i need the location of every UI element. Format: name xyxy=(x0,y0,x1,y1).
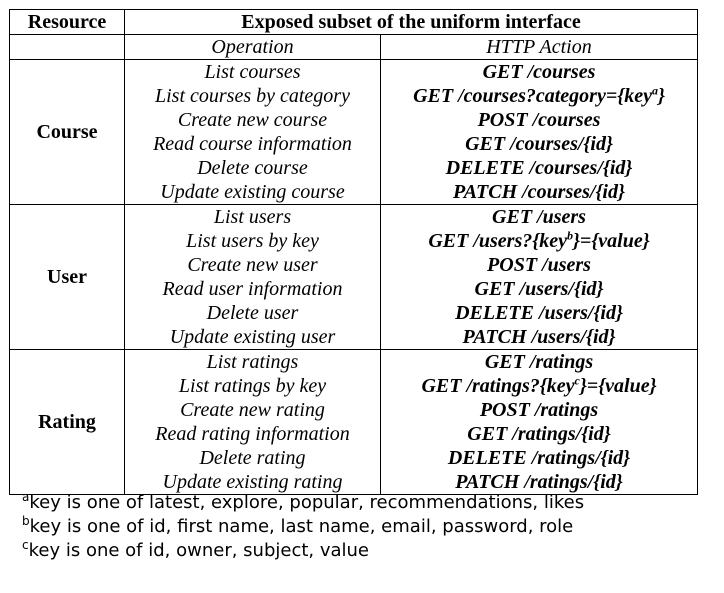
footnote-ref-a: a xyxy=(651,84,658,98)
http-action-cell: PATCH /courses/{id} xyxy=(380,180,698,205)
table-subheader-row: Operation HTTP Action xyxy=(9,34,698,60)
table-row: List courses by category GET /courses?ca… xyxy=(10,84,698,108)
operation-cell: Delete rating xyxy=(124,446,381,470)
http-action-cell: POST /users xyxy=(380,253,698,277)
table-row: List users by key GET /users?{keyb}={val… xyxy=(10,229,698,253)
operation-cell: Update existing user xyxy=(124,325,381,350)
http-action-cell: GET /courses xyxy=(380,59,698,84)
http-action-cell: GET /ratings?{keyc}={value} xyxy=(380,374,698,398)
table-row: List ratings by key GET /ratings?{keyc}=… xyxy=(10,374,698,398)
table-row: Rating List ratings GET /ratings xyxy=(9,349,698,495)
action-text: } xyxy=(657,85,665,107)
operation-cell: Read course information xyxy=(124,132,381,156)
table-row: Update existing user PATCH /users/{id} xyxy=(10,325,698,350)
table-row: Update existing course PATCH /courses/{i… xyxy=(10,180,698,205)
operation-cell: Read user information xyxy=(124,277,381,301)
footnote-a: akey is one of latest, explore, popular,… xyxy=(22,491,584,515)
http-action-cell: GET /ratings/{id} xyxy=(380,422,698,446)
operation-cell: List ratings xyxy=(124,349,381,374)
operation-cell: Create new user xyxy=(124,253,381,277)
footnote-mark: c xyxy=(22,538,29,552)
header-operation: Operation xyxy=(124,34,381,60)
operation-cell: List courses xyxy=(124,59,381,84)
http-action-cell: GET /ratings xyxy=(380,349,698,374)
action-text: }={value} xyxy=(572,230,650,252)
http-action-cell: GET /courses/{id} xyxy=(380,132,698,156)
footnote-mark: a xyxy=(22,490,30,504)
http-action-cell: PATCH /ratings/{id} xyxy=(380,470,698,495)
table-row: Read user information GET /users/{id} xyxy=(10,277,698,301)
table-row: Create new course POST /courses xyxy=(10,108,698,132)
operation-cell: List users xyxy=(124,204,381,229)
http-action-cell: POST /courses xyxy=(380,108,698,132)
operation-cell: List ratings by key xyxy=(124,374,381,398)
table-row: Read rating information GET /ratings/{id… xyxy=(10,422,698,446)
footnote-text: key is one of id, owner, subject, value xyxy=(28,540,370,561)
footnote-b: bkey is one of id, first name, last name… xyxy=(22,515,584,539)
action-text: GET /courses?category={key xyxy=(413,85,652,107)
table-row: Delete rating DELETE /ratings/{id} xyxy=(10,446,698,470)
header-resource: Resource xyxy=(9,9,125,35)
http-action-cell: GET /courses?category={keya} xyxy=(380,84,698,108)
footnote-text: key is one of id, first name, last name,… xyxy=(29,516,574,537)
subheader-empty xyxy=(9,34,125,60)
operation-cell: Create new rating xyxy=(124,398,381,422)
table-row: Create new rating POST /ratings xyxy=(10,398,698,422)
footnote-c: ckey is one of id, owner, subject, value xyxy=(22,539,584,563)
http-action-cell: GET /users?{keyb}={value} xyxy=(380,229,698,253)
table-row: Delete course DELETE /courses/{id} xyxy=(10,156,698,180)
resource-user: User xyxy=(9,204,125,350)
http-action-cell: DELETE /ratings/{id} xyxy=(380,446,698,470)
http-action-cell: POST /ratings xyxy=(380,398,698,422)
http-action-cell: DELETE /courses/{id} xyxy=(380,156,698,180)
http-action-cell: DELETE /users/{id} xyxy=(380,301,698,325)
footnotes: akey is one of latest, explore, popular,… xyxy=(22,491,584,563)
resource-rating: Rating xyxy=(9,349,125,495)
table-row: Update existing rating PATCH /ratings/{i… xyxy=(10,470,698,495)
table-row: User List users GET /users xyxy=(9,204,698,350)
uniform-interface-table: Resource Exposed subset of the uniform i… xyxy=(9,9,698,495)
operation-cell: Delete course xyxy=(124,156,381,180)
footnote-mark: b xyxy=(22,514,30,528)
http-action-cell: PATCH /users/{id} xyxy=(380,325,698,350)
operation-cell: List users by key xyxy=(124,229,381,253)
header-http-action: HTTP Action xyxy=(380,34,698,60)
table-row: Create new user POST /users xyxy=(10,253,698,277)
action-text: GET /ratings?{key xyxy=(421,375,575,397)
http-action-cell: GET /users/{id} xyxy=(380,277,698,301)
table-header-row: Resource Exposed subset of the uniform i… xyxy=(9,9,698,35)
operation-cell: Update existing rating xyxy=(124,470,381,495)
http-action-cell: GET /users xyxy=(380,204,698,229)
resource-course: Course xyxy=(9,59,125,205)
footnote-text: key is one of latest, explore, popular, … xyxy=(29,492,585,513)
operation-cell: Delete user xyxy=(124,301,381,325)
table-row: Read course information GET /courses/{id… xyxy=(10,132,698,156)
operation-cell: Create new course xyxy=(124,108,381,132)
operation-cell: Read rating information xyxy=(124,422,381,446)
operation-cell: Update existing course xyxy=(124,180,381,205)
action-text: }={value} xyxy=(579,375,657,397)
footnote-ref-b: b xyxy=(566,229,573,243)
header-subset-title: Exposed subset of the uniform interface xyxy=(124,9,698,35)
action-text: GET /users?{key xyxy=(428,230,567,252)
operation-cell: List courses by category xyxy=(124,84,381,108)
table-row: Delete user DELETE /users/{id} xyxy=(10,301,698,325)
table-row: Course List courses GET /courses xyxy=(9,59,698,205)
footnote-ref-c: c xyxy=(574,374,580,388)
